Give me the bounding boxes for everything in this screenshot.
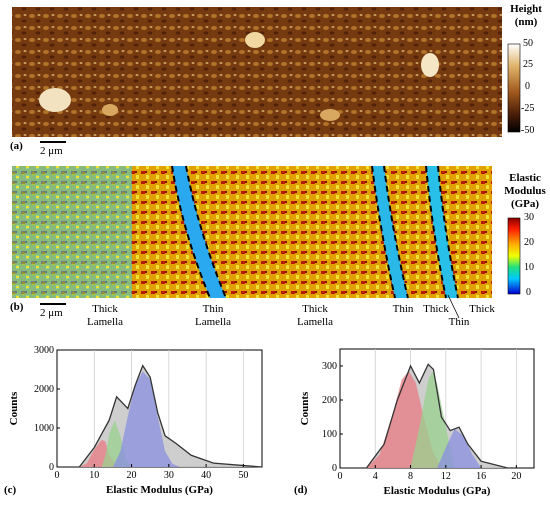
x-axis-label: Elastic Modulus (GPa): [106, 484, 213, 496]
region-label-thin-1: Thin: [388, 303, 418, 316]
x-tick-label: 20: [127, 470, 137, 481]
panel-b-label: (b): [10, 301, 24, 313]
fit-line: [365, 363, 508, 469]
region-line: Lamella: [86, 316, 124, 328]
histogram-c: 0 10 20 30 40 50 0 1000 2000 3000 Elastic Modulus …: [8, 345, 263, 496]
x-tick-label: 4: [373, 471, 378, 482]
region-label-thick-4: Thick: [466, 303, 498, 316]
region-label-thick-3: Thick: [420, 303, 452, 316]
region-label-thick-lamella-2: Thick Lamella: [290, 303, 340, 329]
height-tick: -25: [521, 103, 535, 114]
x-tick-label: 8: [408, 471, 413, 482]
scale-label-a: 2 μm: [40, 145, 63, 157]
height-title-line2: (nm): [514, 16, 538, 28]
y-tick-label: 1000: [34, 423, 54, 434]
region-line: Thick: [302, 303, 328, 315]
y-tick-label: 100: [322, 429, 337, 440]
y-axis-label: Counts: [299, 391, 311, 425]
modulus-tick: 10: [524, 262, 534, 273]
region-line: Thin: [448, 316, 470, 328]
panel-c-label: (c): [4, 484, 17, 496]
region-line: Thick: [469, 303, 495, 315]
modulus-tick: 0: [526, 287, 531, 298]
region-line: Thin: [202, 303, 224, 315]
height-title-line1: Height: [510, 3, 542, 15]
x-tick-label: 20: [511, 471, 521, 482]
series-area-1: [410, 371, 455, 468]
scale-label-b: 2 μm: [40, 307, 63, 319]
modulus-tick: 20: [524, 237, 534, 248]
x-tick-label: 30: [164, 470, 174, 481]
series-area-2: [437, 428, 482, 468]
modulus-title-line2: Modulus: [504, 185, 546, 197]
scale-bar-b: [40, 303, 66, 305]
y-tick-label: 0: [332, 463, 337, 474]
y-tick-label: 300: [322, 361, 337, 372]
panel-a-label: (a): [10, 140, 23, 152]
region-line: Lamella: [194, 316, 232, 328]
y-tick-label: 2000: [34, 384, 54, 395]
height-colorbar: [507, 43, 521, 133]
x-axis-label: Elastic Modulus (GPa): [384, 485, 491, 497]
thin-pointer-line: [447, 294, 460, 319]
scale-bar-a: [40, 141, 66, 143]
y-tick-label: 200: [322, 395, 337, 406]
region-line: Thin: [392, 303, 414, 315]
x-tick-label: 0: [55, 470, 60, 481]
x-tick-label: 16: [476, 471, 486, 482]
fit-line: [78, 364, 263, 468]
height-colorbar-title: Height (nm): [504, 3, 548, 29]
modulus-colorbar-title: Elastic Modulus (GPa): [500, 172, 550, 211]
modulus-title-line3: (GPa): [510, 198, 540, 210]
x-tick-label: 12: [441, 471, 451, 482]
height-tick: 25: [523, 59, 533, 70]
height-tick: -50: [521, 125, 535, 136]
region-line: Thick: [92, 303, 118, 315]
y-axis-label: Counts: [8, 391, 20, 425]
height-tick: 50: [523, 38, 533, 49]
region-line: Thick: [423, 303, 449, 315]
region-label-thick-lamella-1: Thick Lamella: [80, 303, 130, 329]
modulus-colorbar: [507, 217, 521, 295]
modulus-tick: 30: [524, 212, 534, 223]
modulus-title-line1: Elastic: [509, 172, 541, 184]
region-line: Lamella: [296, 316, 334, 328]
modulus-map-image: [12, 165, 492, 299]
panel-d-label: (d): [294, 484, 308, 496]
region-label-thin-2: Thin: [444, 316, 474, 329]
x-tick-label: 10: [89, 470, 99, 481]
y-tick-label: 3000: [34, 345, 54, 356]
x-tick-label: 0: [338, 471, 343, 482]
y-tick-label: 0: [49, 462, 54, 473]
region-label-thin-lamella: Thin Lamella: [188, 303, 238, 329]
height-tick: 0: [525, 81, 530, 92]
x-tick-label: 40: [201, 470, 211, 481]
series-area-2: [112, 371, 180, 467]
height-map-image: [12, 7, 502, 137]
x-tick-label: 50: [238, 470, 248, 481]
